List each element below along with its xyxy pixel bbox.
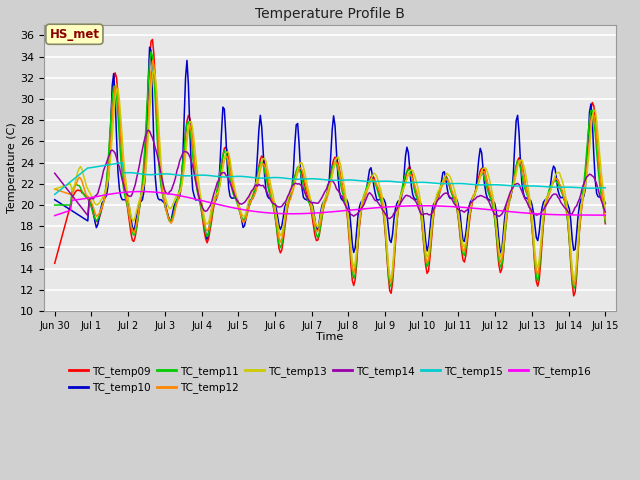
TC_temp10 bbox=[335, 189, 343, 194]
TC_temp11 bbox=[600, 208, 608, 214]
TC_temp11 bbox=[147, 49, 155, 55]
TC_temp11 bbox=[445, 180, 452, 186]
TC_temp13 bbox=[527, 202, 534, 207]
TC_temp14 bbox=[528, 209, 536, 215]
TC_temp11 bbox=[602, 219, 609, 225]
TC_temp11 bbox=[51, 202, 58, 208]
TC_temp12 bbox=[602, 216, 609, 222]
Line: TC_temp13: TC_temp13 bbox=[54, 70, 605, 279]
TC_temp11 bbox=[570, 286, 577, 291]
TC_temp13 bbox=[70, 185, 77, 191]
TC_temp13 bbox=[445, 172, 452, 178]
TC_temp12 bbox=[445, 178, 452, 184]
TC_temp09 bbox=[87, 201, 95, 207]
Line: TC_temp15: TC_temp15 bbox=[54, 163, 605, 194]
TC_temp09 bbox=[335, 166, 343, 172]
TC_temp11 bbox=[87, 202, 95, 208]
TC_temp14 bbox=[335, 190, 343, 195]
TC_temp16 bbox=[335, 208, 343, 214]
TC_temp15 bbox=[598, 185, 606, 191]
TC_temp14 bbox=[386, 216, 394, 221]
TC_temp09 bbox=[148, 36, 156, 42]
TC_temp15 bbox=[445, 181, 452, 187]
TC_temp15 bbox=[70, 177, 77, 182]
TC_temp13 bbox=[87, 192, 95, 197]
TC_temp14 bbox=[87, 196, 95, 202]
TC_temp10 bbox=[87, 200, 95, 205]
TC_temp12 bbox=[51, 186, 58, 192]
TC_temp12 bbox=[600, 205, 608, 211]
Line: TC_temp11: TC_temp11 bbox=[54, 52, 605, 288]
TC_temp15 bbox=[87, 165, 95, 170]
Title: Temperature Profile B: Temperature Profile B bbox=[255, 7, 405, 21]
TC_temp09 bbox=[600, 206, 608, 212]
TC_temp09 bbox=[445, 180, 452, 186]
X-axis label: Time: Time bbox=[316, 332, 344, 342]
TC_temp12 bbox=[148, 58, 156, 63]
TC_temp09 bbox=[602, 221, 609, 227]
TC_temp16 bbox=[527, 211, 534, 216]
TC_temp10 bbox=[146, 44, 154, 50]
TC_temp14 bbox=[446, 194, 454, 200]
TC_temp12 bbox=[335, 168, 343, 174]
TC_temp10 bbox=[51, 197, 58, 203]
Line: TC_temp09: TC_temp09 bbox=[54, 39, 605, 296]
TC_temp16 bbox=[602, 212, 609, 218]
TC_temp10 bbox=[70, 209, 77, 215]
TC_temp13 bbox=[602, 206, 609, 212]
TC_temp11 bbox=[527, 210, 534, 216]
TC_temp15 bbox=[118, 160, 126, 166]
TC_temp09 bbox=[527, 209, 534, 215]
TC_temp13 bbox=[51, 186, 58, 192]
TC_temp16 bbox=[87, 195, 95, 201]
TC_temp12 bbox=[570, 282, 577, 288]
TC_temp16 bbox=[51, 213, 58, 218]
TC_temp11 bbox=[70, 185, 77, 191]
TC_temp09 bbox=[51, 260, 58, 266]
Text: HS_met: HS_met bbox=[49, 28, 99, 41]
TC_temp14 bbox=[51, 170, 58, 176]
TC_temp10 bbox=[602, 201, 609, 206]
TC_temp09 bbox=[570, 293, 577, 299]
TC_temp16 bbox=[137, 189, 145, 194]
TC_temp12 bbox=[527, 209, 534, 215]
TC_temp10 bbox=[528, 202, 536, 207]
TC_temp15 bbox=[51, 192, 58, 197]
TC_temp13 bbox=[335, 157, 343, 163]
TC_temp14 bbox=[70, 194, 77, 200]
Legend: TC_temp09, TC_temp10, TC_temp11, TC_temp12, TC_temp13, TC_temp14, TC_temp15, TC_: TC_temp09, TC_temp10, TC_temp11, TC_temp… bbox=[65, 362, 595, 397]
TC_temp14 bbox=[602, 209, 609, 215]
TC_temp15 bbox=[602, 185, 609, 191]
TC_temp13 bbox=[150, 67, 157, 73]
Line: TC_temp10: TC_temp10 bbox=[54, 47, 605, 252]
TC_temp13 bbox=[600, 192, 608, 198]
Line: TC_temp12: TC_temp12 bbox=[54, 60, 605, 285]
TC_temp14 bbox=[144, 127, 152, 133]
TC_temp16 bbox=[445, 204, 452, 209]
TC_temp12 bbox=[87, 198, 95, 204]
TC_temp16 bbox=[598, 212, 606, 218]
TC_temp15 bbox=[527, 183, 534, 189]
TC_temp13 bbox=[570, 276, 577, 282]
TC_temp11 bbox=[335, 174, 343, 180]
TC_temp10 bbox=[497, 250, 504, 255]
Line: TC_temp14: TC_temp14 bbox=[54, 130, 605, 218]
TC_temp12 bbox=[70, 189, 77, 194]
TC_temp10 bbox=[600, 197, 608, 203]
TC_temp15 bbox=[335, 178, 343, 183]
TC_temp16 bbox=[70, 197, 77, 203]
TC_temp14 bbox=[600, 205, 608, 211]
TC_temp10 bbox=[445, 193, 452, 199]
TC_temp09 bbox=[70, 192, 77, 198]
Y-axis label: Temperature (C): Temperature (C) bbox=[7, 122, 17, 213]
Line: TC_temp16: TC_temp16 bbox=[54, 192, 605, 216]
